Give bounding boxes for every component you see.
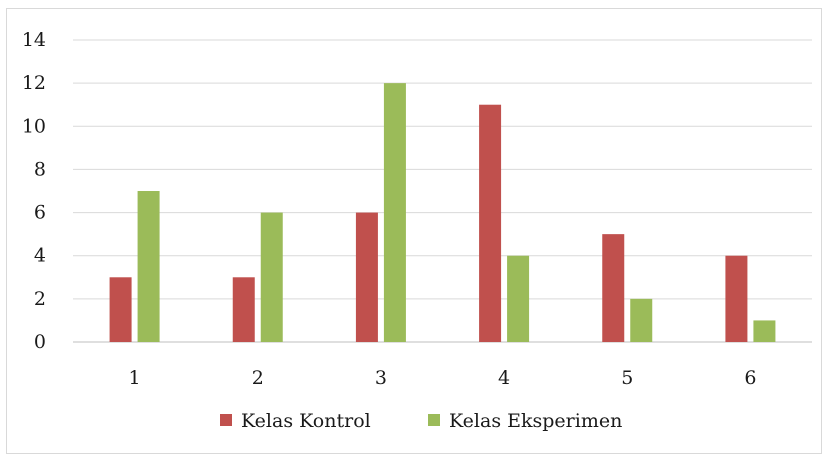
y-tick-label: 2 [34, 288, 46, 310]
y-tick-label: 8 [34, 158, 46, 180]
legend-label-kelas-kontrol: Kelas Kontrol [241, 410, 371, 432]
legend: Kelas Kontrol Kelas Eksperimen [220, 410, 622, 432]
y-tick-label: 6 [34, 202, 46, 224]
y-tick-label: 14 [22, 29, 46, 51]
bar-kelas-eksperimen-2 [260, 212, 283, 342]
x-tick-label: 6 [744, 367, 756, 389]
bar-kelas-kontrol-1 [109, 277, 132, 342]
bar-kelas-kontrol-2 [232, 277, 255, 342]
x-axis-tick-labels: 1 2 3 4 5 6 [129, 367, 757, 389]
legend-swatch-kelas-kontrol [220, 414, 232, 426]
bar-kelas-eksperimen-4 [507, 255, 530, 342]
bar-kelas-eksperimen-5 [630, 298, 653, 342]
y-axis-tick-labels: 0 2 4 6 8 10 12 14 [22, 29, 46, 353]
x-tick-label: 2 [252, 367, 264, 389]
legend-label-kelas-eksperimen: Kelas Eksperimen [449, 410, 622, 432]
x-tick-label: 4 [498, 367, 510, 389]
y-tick-label: 12 [22, 72, 46, 94]
bar-kelas-kontrol-5 [602, 234, 625, 342]
bar-kelas-eksperimen-6 [753, 320, 776, 342]
x-tick-label: 5 [621, 367, 633, 389]
bar-kelas-eksperimen-1 [137, 191, 160, 342]
bar-kelas-eksperimen-3 [383, 83, 406, 343]
y-tick-label: 4 [34, 245, 46, 267]
bar-kelas-kontrol-3 [355, 212, 378, 342]
y-tick-label: 10 [22, 115, 46, 137]
legend-swatch-kelas-eksperimen [428, 414, 440, 426]
x-tick-label: 1 [129, 367, 141, 389]
x-tick-label: 3 [375, 367, 387, 389]
bars [109, 83, 776, 343]
bar-kelas-kontrol-4 [479, 104, 502, 342]
grid-lines [73, 39, 812, 343]
y-tick-label: 0 [34, 331, 46, 353]
bar-kelas-kontrol-6 [725, 255, 748, 342]
